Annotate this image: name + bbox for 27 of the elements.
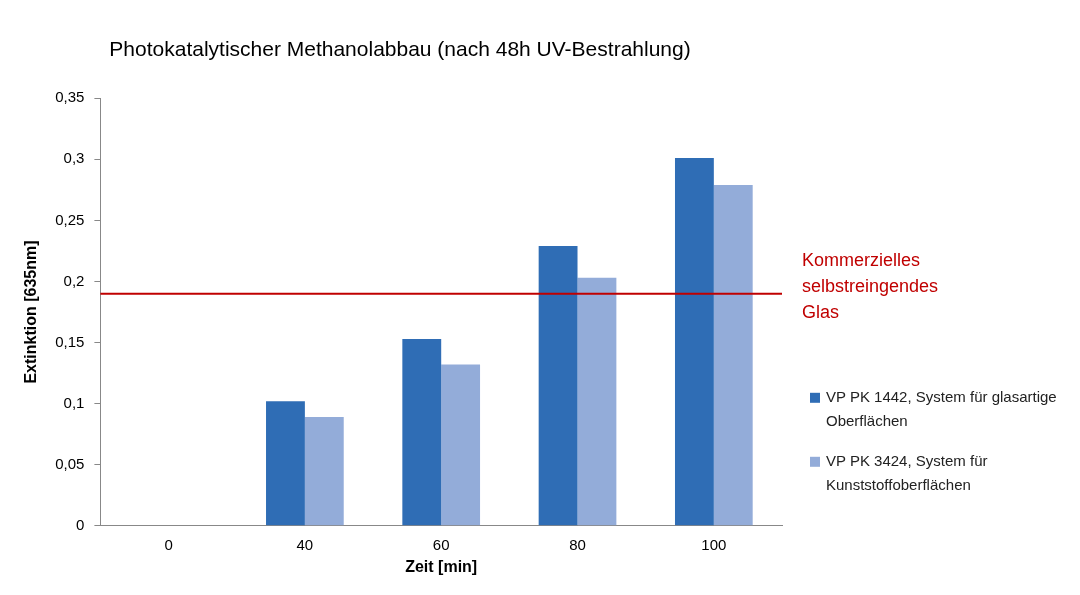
x-tick-label: 60 (432, 535, 450, 553)
x-tick-label: 100 (701, 535, 727, 553)
y-tick-label: 0,1 (63, 393, 85, 411)
bar (674, 158, 714, 526)
legend-label: VP PK 1442, System für glasartige Oberflächen (826, 387, 1057, 429)
bar (538, 246, 578, 526)
bar (402, 338, 442, 526)
y-tick-label: 0,05 (55, 454, 85, 472)
ref-line-label: Kommerzielles selbstreingendes Glas (802, 249, 939, 322)
x-tick-label: 0 (164, 535, 173, 553)
y-axis-title: Extinktion [635nm] (22, 240, 40, 384)
bar (713, 184, 753, 526)
bar (577, 277, 617, 526)
y-tick-label: 0 (76, 515, 85, 533)
x-tick-label: 80 (569, 535, 586, 553)
chart-title: Photokatalytischer Methanolabbau (nach 48h UV-Bestrahlung) (109, 37, 691, 61)
x-tick-label: 40 (296, 535, 314, 553)
x-axis-title: Zeit [min] (405, 557, 478, 575)
bar (441, 364, 481, 526)
y-tick-label: 0,15 (55, 332, 85, 350)
y-tick-label: 0,25 (55, 210, 85, 228)
y-tick-label: 0,35 (55, 88, 85, 106)
legend-label: VP PK 3424, System für Kunststoffoberflächen (826, 451, 988, 493)
y-tick-label: 0,2 (63, 271, 85, 289)
y-tick-label: 0,3 (63, 149, 85, 167)
bar (266, 401, 305, 526)
bar (304, 417, 344, 526)
